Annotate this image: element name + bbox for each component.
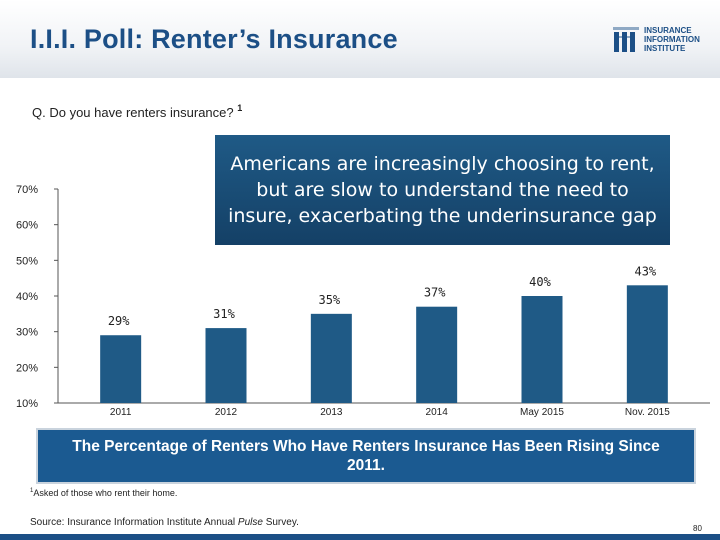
footnote-marker: 1 bbox=[30, 488, 34, 494]
page-number: 80 bbox=[693, 524, 702, 533]
bar-value-label: 40% bbox=[529, 275, 551, 289]
bar bbox=[100, 335, 142, 403]
source-prefix: Source: Insurance Information Institute … bbox=[30, 517, 238, 528]
bar-value-label: 43% bbox=[634, 264, 656, 278]
y-tick-label: 30% bbox=[16, 327, 38, 339]
y-tick-label: 10% bbox=[16, 398, 38, 410]
footnote: 1Asked of those who rent their home. bbox=[30, 488, 177, 498]
survey-question-text: Q. Do you have renters insurance? bbox=[32, 105, 234, 120]
bar-value-label: 37% bbox=[424, 286, 446, 300]
y-tick-label: 20% bbox=[16, 362, 38, 374]
bar-value-label: 31% bbox=[213, 307, 235, 321]
y-tick-label: 40% bbox=[16, 291, 38, 303]
logo-line: INFORMATION bbox=[644, 35, 700, 44]
bar bbox=[205, 328, 247, 403]
logo-line: INSTITUTE bbox=[644, 44, 686, 53]
source-suffix: Survey. bbox=[262, 517, 299, 528]
source-line: Source: Insurance Information Institute … bbox=[30, 517, 299, 528]
bar-value-label: 29% bbox=[108, 314, 130, 328]
bar bbox=[310, 313, 352, 403]
bar-value-label: 35% bbox=[318, 293, 340, 307]
iii-logo: INSURANCE INFORMATION INSTITUTE bbox=[612, 25, 712, 57]
source-italic: Pulse bbox=[237, 517, 263, 528]
bottom-accent-bar bbox=[0, 534, 720, 540]
iii-logo-wordmark: INSURANCE INFORMATION INSTITUTE bbox=[644, 26, 700, 53]
bar bbox=[416, 306, 458, 403]
conclusion-banner-text: The Percentage of Renters Who Have Rente… bbox=[72, 438, 660, 474]
x-tick-label: 2011 bbox=[110, 407, 132, 418]
bar bbox=[626, 285, 668, 403]
callout-box: Americans are increasingly choosing to r… bbox=[215, 135, 670, 245]
bar bbox=[521, 296, 563, 403]
x-tick-label: May 2015 bbox=[520, 407, 564, 418]
survey-question: Q. Do you have renters insurance? 1 bbox=[32, 103, 242, 120]
renters-insurance-bar-chart: 10% 20% 30% 40% 50% 60% 70% 29% 2011 31% 2012 35% 20… bbox=[16, 184, 710, 418]
logo-line: INSURANCE bbox=[644, 26, 692, 35]
y-tick-label: 60% bbox=[16, 220, 38, 232]
x-tick-label: 2014 bbox=[426, 407, 449, 418]
header-band bbox=[0, 0, 720, 78]
x-tick-label: Nov. 2015 bbox=[625, 407, 670, 418]
y-tick-label: 70% bbox=[16, 184, 38, 196]
conclusion-banner: The Percentage of Renters Who Have Rente… bbox=[36, 428, 696, 484]
y-tick-label: 50% bbox=[16, 255, 38, 267]
page-title: I.I.I. Poll: Renter’s Insurance bbox=[30, 24, 398, 54]
iii-logo-icon bbox=[613, 27, 639, 52]
footnote-text: Asked of those who rent their home. bbox=[33, 488, 178, 498]
x-tick-label: 2012 bbox=[215, 407, 238, 418]
question-footnote-marker: 1 bbox=[237, 103, 243, 113]
callout-text: Americans are increasingly choosing to r… bbox=[228, 153, 657, 227]
x-tick-label: 2013 bbox=[320, 407, 343, 418]
